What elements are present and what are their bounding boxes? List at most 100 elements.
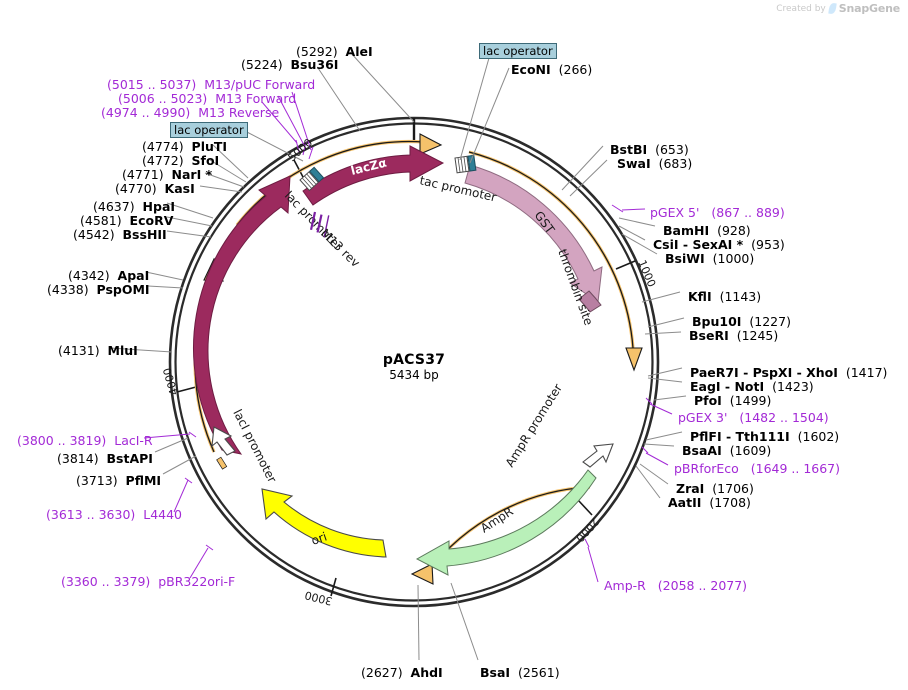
enzyme-label: (4772) SfoI — [142, 154, 219, 167]
tick-2000: 2000 — [573, 515, 601, 545]
enzyme-name: MluI — [107, 343, 138, 358]
feature-GST: GST — [464, 164, 603, 303]
enzyme-label: EagI - NotI (1423) — [690, 380, 814, 393]
enzyme-name: Bsu36I — [290, 57, 339, 72]
enzyme-label: KflI (1143) — [688, 290, 761, 303]
enzyme-name: SwaI — [617, 156, 651, 171]
enzyme-position: (4542) — [73, 227, 115, 242]
enzyme-position: (1706) — [712, 481, 754, 496]
svg-text:ori: ori — [309, 530, 328, 548]
primer-label: pGEX 5' (867 .. 889) — [650, 206, 785, 219]
primer-name: M13/pUC Forward — [204, 77, 316, 92]
primer-range: (1482 .. 1504) — [739, 410, 829, 425]
primer-label: (3800 .. 3819) LacI-R — [17, 434, 153, 447]
plasmid-title-block: pACS37 5434 bp — [334, 352, 494, 382]
enzyme-name: EcoRV — [129, 213, 174, 228]
primer-range: (2058 .. 2077) — [657, 578, 748, 593]
enzyme-position: (5292) — [296, 44, 338, 59]
enzyme-name: KflI — [688, 289, 712, 304]
enzyme-name: ZraI — [676, 481, 705, 496]
enzyme-position: (1602) — [797, 429, 840, 444]
enzyme-position: (928) — [717, 223, 751, 238]
enzyme-label: (5224) Bsu36I — [241, 58, 338, 71]
primer-range: (1649 .. 1667) — [750, 461, 841, 476]
enzyme-label: (4581) EcoRV — [80, 214, 173, 227]
enzyme-position: (4771) — [122, 167, 164, 182]
enzyme-name: BsaAI — [682, 443, 722, 458]
watermark-prefix: Created by — [776, 3, 826, 14]
enzyme-position: (4774) — [142, 139, 184, 154]
primer-range: (3613 .. 3630) — [46, 507, 136, 522]
enzyme-name: BstAPI — [106, 451, 153, 466]
enzyme-name: BstBI — [610, 142, 648, 157]
plasmid-name: pACS37 — [382, 352, 446, 368]
enzyme-label: ZraI (1706) — [676, 482, 754, 495]
enzyme-name: ApaI — [117, 268, 150, 283]
plasmid-size: 5434 bp — [389, 368, 439, 382]
enzyme-label: PaeR7I - PspXI - XhoI (1417) — [690, 366, 887, 379]
enzyme-position: (4338) — [47, 282, 89, 297]
svg-text:lacI promoter: lacI promoter — [230, 407, 279, 485]
primer-name: pGEX 5' — [650, 205, 700, 220]
tick-4000: 4000 — [161, 366, 181, 396]
primer-name: Amp-R — [604, 578, 646, 593]
enzyme-position: (3814) — [57, 451, 99, 466]
primer-name: L4440 — [143, 507, 183, 522]
primer-label: (5015 .. 5037) M13/pUC Forward — [107, 78, 315, 91]
enzyme-position: (683) — [658, 156, 693, 171]
leader-lines — [109, 51, 687, 661]
primer-range: (4974 .. 4990) — [101, 105, 191, 120]
enzyme-label: PfoI (1499) — [694, 394, 771, 407]
enzyme-position: (4342) — [68, 268, 110, 283]
svg-text:M13 rev: M13 rev — [318, 226, 363, 270]
primer-range: (867 .. 889) — [711, 205, 785, 220]
feature-ori: ori — [261, 488, 387, 558]
enzyme-name: PflFI - Tth111I — [690, 429, 790, 444]
svg-text:AmpR promoter: AmpR promoter — [503, 381, 565, 469]
primer-name: LacI-R — [114, 433, 153, 448]
enzyme-position: (2627) — [361, 665, 403, 680]
enzyme-position: (1708) — [709, 495, 751, 510]
axis-tick-marks — [176, 159, 636, 597]
enzyme-position: (1499) — [729, 393, 772, 408]
enzyme-position: (4581) — [80, 213, 122, 228]
primer-label: (3360 .. 3379) pBR322ori-F — [61, 575, 235, 588]
feature-lacI-promoter: lacI promoter — [211, 407, 279, 485]
primer-name: pBR322ori-F — [158, 574, 236, 589]
enzyme-position: (5224) — [241, 57, 283, 72]
enzyme-name: Bpu10I — [692, 314, 742, 329]
enzyme-label: (4774) PluTI — [142, 140, 227, 153]
enzyme-label: AatII (1708) — [668, 496, 751, 509]
enzyme-name: PspOMI — [96, 282, 150, 297]
enzyme-position: (1000) — [712, 251, 755, 266]
watermark-brand: SnapGene — [838, 2, 900, 15]
primer-label: (3613 .. 3630) L4440 — [46, 508, 182, 521]
feature-AmpR-promoter: AmpR promoter — [503, 381, 614, 470]
feature-AmpR: AmpR — [415, 469, 597, 576]
enzyme-label: CsiI - SexAI * (953) — [653, 238, 785, 251]
enzyme-label: BsiWI (1000) — [665, 252, 754, 265]
primer-range: (3360 .. 3379) — [61, 574, 151, 589]
enzyme-position: (953) — [751, 237, 785, 252]
enzyme-label: (4338) PspOMI — [47, 283, 150, 296]
enzyme-name: BseRI — [689, 328, 729, 343]
enzyme-name: KasI — [164, 181, 195, 196]
enzyme-name: BamHI — [663, 223, 710, 238]
primer-range: (5006 .. 5023) — [118, 91, 208, 106]
primer-label: pBRforEco (1649 .. 1667) — [674, 462, 840, 475]
enzyme-position: (4770) — [115, 181, 157, 196]
enzyme-label: (4342) ApaI — [68, 269, 149, 282]
enzyme-label: BseRI (1245) — [689, 329, 778, 342]
enzyme-name: BsaI — [480, 665, 511, 680]
tag-lac-operator-right: lac operator — [479, 43, 557, 59]
enzyme-position: (1609) — [729, 443, 772, 458]
primer-label: (4974 .. 4990) M13 Reverse — [101, 106, 279, 119]
primer-name: M13 Reverse — [198, 105, 280, 120]
enzyme-label: BamHI (928) — [663, 224, 751, 237]
enzyme-position: (3713) — [76, 473, 118, 488]
enzyme-name: AleI — [345, 44, 373, 59]
primer-tick-marks — [184, 139, 653, 551]
tag-text: lac operator — [174, 123, 244, 137]
enzyme-label: (4131) MluI — [58, 344, 138, 357]
